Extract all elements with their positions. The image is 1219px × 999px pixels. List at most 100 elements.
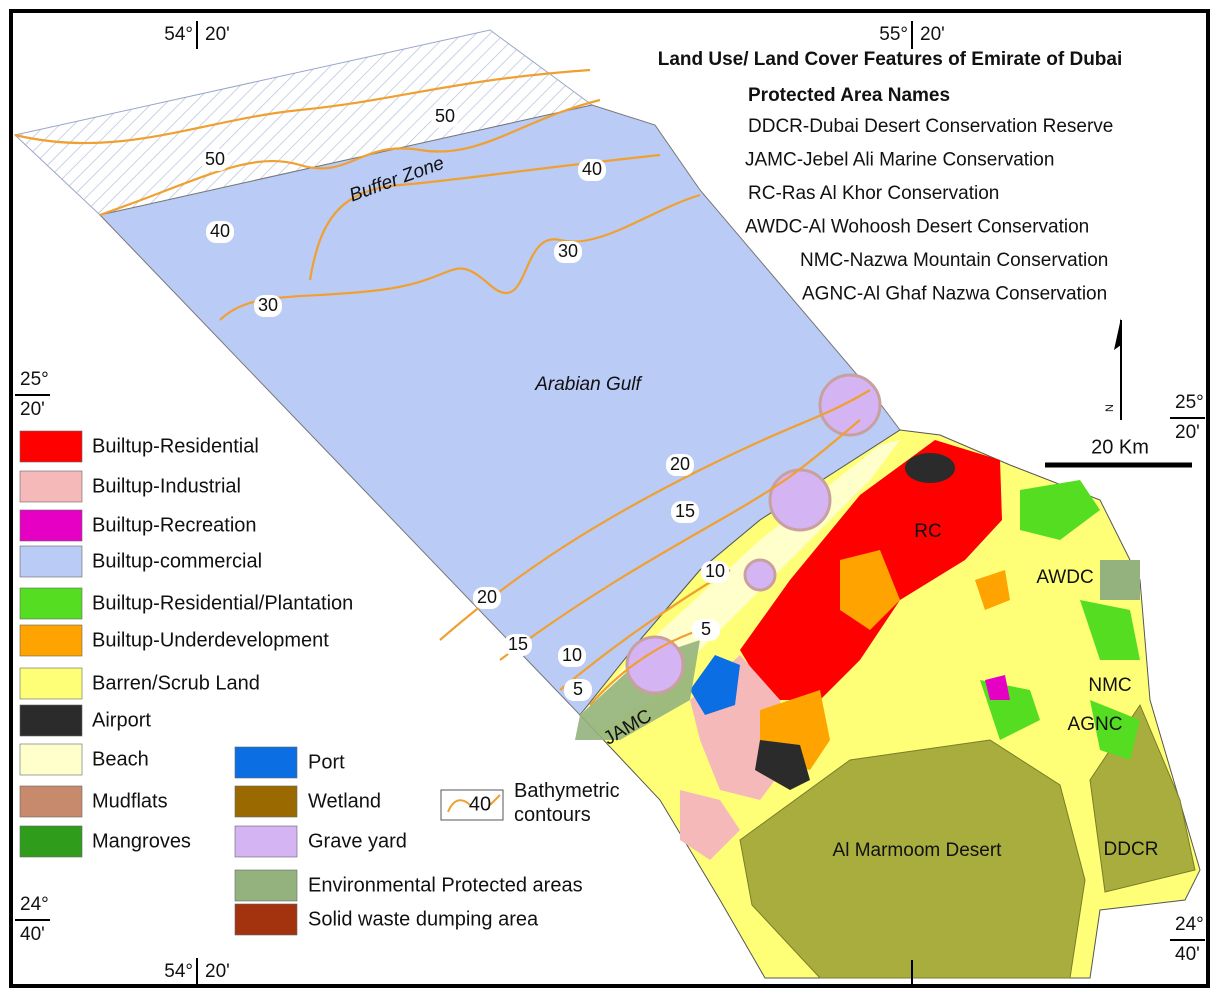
env-awdc <box>1100 560 1140 600</box>
contour <box>99 98 601 217</box>
contour <box>499 419 861 661</box>
legend-label: Barren/Scrub Land <box>92 672 260 694</box>
map-label: Arabian Gulf <box>534 374 642 395</box>
island <box>818 373 882 437</box>
contour-label: 50 <box>435 106 455 126</box>
contour-label: 15 <box>508 634 528 654</box>
contour-label: 40 <box>210 221 230 241</box>
contour <box>439 389 871 641</box>
industrial-2 <box>680 790 740 860</box>
legend-label: Environmental Protected areas <box>308 874 583 896</box>
legend-label: Airport <box>92 709 151 731</box>
legend-swatch <box>234 746 298 779</box>
legend-label: Solid waste dumping area <box>308 908 539 930</box>
contour-label: 30 <box>258 295 278 315</box>
legend-swatch <box>19 624 83 657</box>
legend-swatch <box>19 743 83 776</box>
legend-swatch <box>234 903 298 936</box>
legend-label: Grave yard <box>308 830 407 852</box>
pa-item: NMC-Nazwa Mountain Conservation <box>800 250 1108 271</box>
contour-label-bg <box>692 619 720 641</box>
contour-label: 50 <box>205 149 225 169</box>
legend-swatch <box>234 869 298 902</box>
island <box>743 558 777 592</box>
contour-sample: 40 <box>469 793 491 815</box>
contour-label: 10 <box>705 561 725 581</box>
airport <box>755 740 810 790</box>
legend-label: Wetland <box>308 790 381 812</box>
legend-label: Builtup-commercial <box>92 550 262 572</box>
recreation <box>985 675 1010 700</box>
contour-label: 30 <box>558 241 578 261</box>
coord-deg: 25° <box>20 369 49 390</box>
north-arrow-head <box>1114 318 1121 350</box>
contour-label-bg <box>671 501 699 523</box>
legend-label: Builtup-Industrial <box>92 475 241 497</box>
contour-label: 40 <box>582 159 602 179</box>
map-label: Al Marmoom Desert <box>833 840 1003 861</box>
contour-label-bg <box>254 295 282 317</box>
pa-item: DDCR-Dubai Desert Conservation Reserve <box>748 116 1113 137</box>
pa-item: AWDC-Al Wohoosh Desert Conservation <box>745 217 1089 238</box>
pa-item: RC-Ras Al Khor Conservation <box>748 183 999 204</box>
coord-deg: 54° <box>164 24 193 45</box>
contour-label-bg <box>473 587 501 609</box>
coord-min: 20' <box>205 24 230 45</box>
coord-deg: 54° <box>164 961 193 982</box>
contour-label: 10 <box>562 645 582 665</box>
contour-label: 5 <box>701 619 711 639</box>
coord-min: 40' <box>20 924 45 945</box>
legend-label: Mangroves <box>92 830 191 852</box>
contour-label-bg <box>554 241 582 263</box>
coord-deg: 24° <box>1175 914 1204 935</box>
north-label: N <box>1104 404 1116 412</box>
pa-item: JAMC-Jebel Ali Marine Conservation <box>745 150 1054 171</box>
legend-label: Builtup-Residential <box>92 435 259 457</box>
coord-min: 20' <box>205 961 230 982</box>
contour <box>219 193 701 321</box>
marmoom <box>739 739 1086 979</box>
legend-label: Beach <box>92 748 149 770</box>
coord-deg: 24° <box>20 894 49 915</box>
legend-swatch <box>19 545 83 578</box>
map-label: DDCR <box>1104 839 1159 860</box>
coord-min: 20' <box>1175 422 1200 443</box>
contour <box>14 68 591 145</box>
legend-label: Port <box>308 751 345 773</box>
legend-label: Builtup-Residential/Plantation <box>92 592 353 614</box>
legend-swatch <box>19 704 83 737</box>
map-label: AGNC <box>1068 714 1123 735</box>
legend-swatch <box>234 785 298 818</box>
legend-swatch <box>19 587 83 620</box>
underdev-2 <box>840 550 900 630</box>
airport-2 <box>905 453 955 483</box>
underdev-3 <box>975 570 1010 610</box>
contour-label-bg <box>206 221 234 243</box>
legend-swatch <box>19 509 83 542</box>
legend-swatch <box>19 667 83 700</box>
coord-deg: 55° <box>879 24 908 45</box>
plantation-2 <box>1080 600 1140 660</box>
map-label: NMC <box>1088 675 1131 696</box>
coord-deg: 25° <box>1175 392 1204 413</box>
coord-min: 20' <box>20 399 45 420</box>
map-label: RC <box>914 521 941 542</box>
contour <box>589 628 701 706</box>
contour-label: 20 <box>477 587 497 607</box>
contour-label: 20 <box>670 454 690 474</box>
island <box>768 468 832 532</box>
legend-swatch <box>19 470 83 503</box>
contour-label: 15 <box>675 501 695 521</box>
contour-label-bg <box>201 149 229 171</box>
title: Land Use/ Land Cover Features of Emirate… <box>658 49 1123 70</box>
contour-label-bg <box>564 679 592 701</box>
contour-label-bg <box>558 645 586 667</box>
legend-label: Builtup-Recreation <box>92 514 257 536</box>
port <box>690 655 740 715</box>
pa-item: AGNC-Al Ghaf Nazwa Conservation <box>802 284 1107 305</box>
contour-label-bg <box>578 159 606 181</box>
island <box>625 635 685 695</box>
contour-swatch-line <box>447 794 501 813</box>
legend-label: Mudflats <box>92 790 168 812</box>
legend-swatch <box>19 430 83 463</box>
